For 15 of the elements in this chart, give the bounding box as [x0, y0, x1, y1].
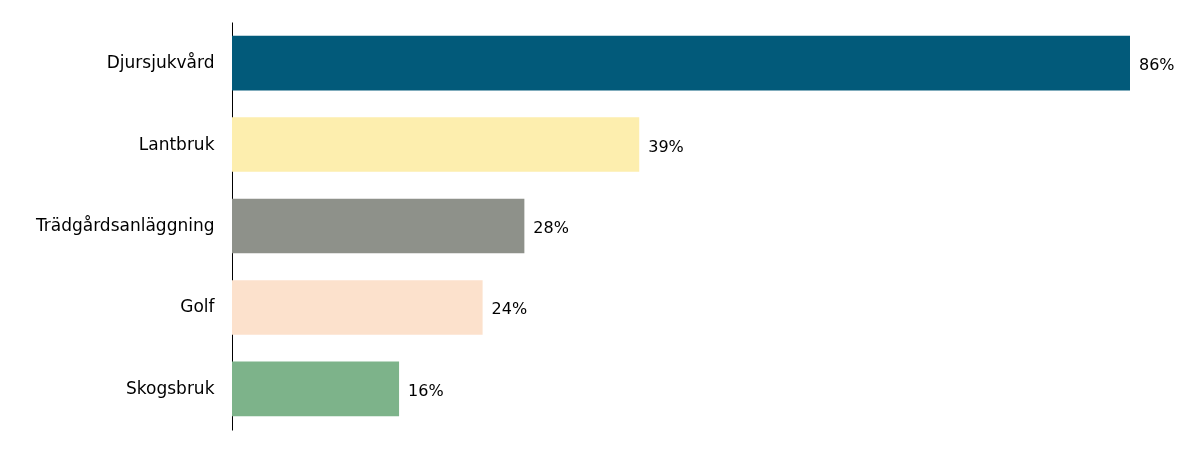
bar: [232, 117, 640, 172]
data-label: 39%: [648, 136, 684, 156]
data-label: 16%: [408, 380, 444, 400]
bar: [232, 35, 1130, 91]
y-tick-label: Djursjukvård: [106, 52, 215, 73]
y-tick-label: Skogsbruk: [126, 377, 215, 398]
y-tick-label: Lantbruk: [138, 133, 215, 154]
data-label: 24%: [491, 299, 528, 319]
y-tick-label: Golf: [180, 296, 216, 317]
bar: [232, 198, 525, 254]
bar: [232, 280, 483, 335]
data-label: 86%: [1139, 55, 1175, 75]
y-tick-label: Trädgårdsanläggning: [34, 215, 215, 235]
data-label: 28%: [533, 218, 569, 237]
bar: [232, 361, 400, 417]
